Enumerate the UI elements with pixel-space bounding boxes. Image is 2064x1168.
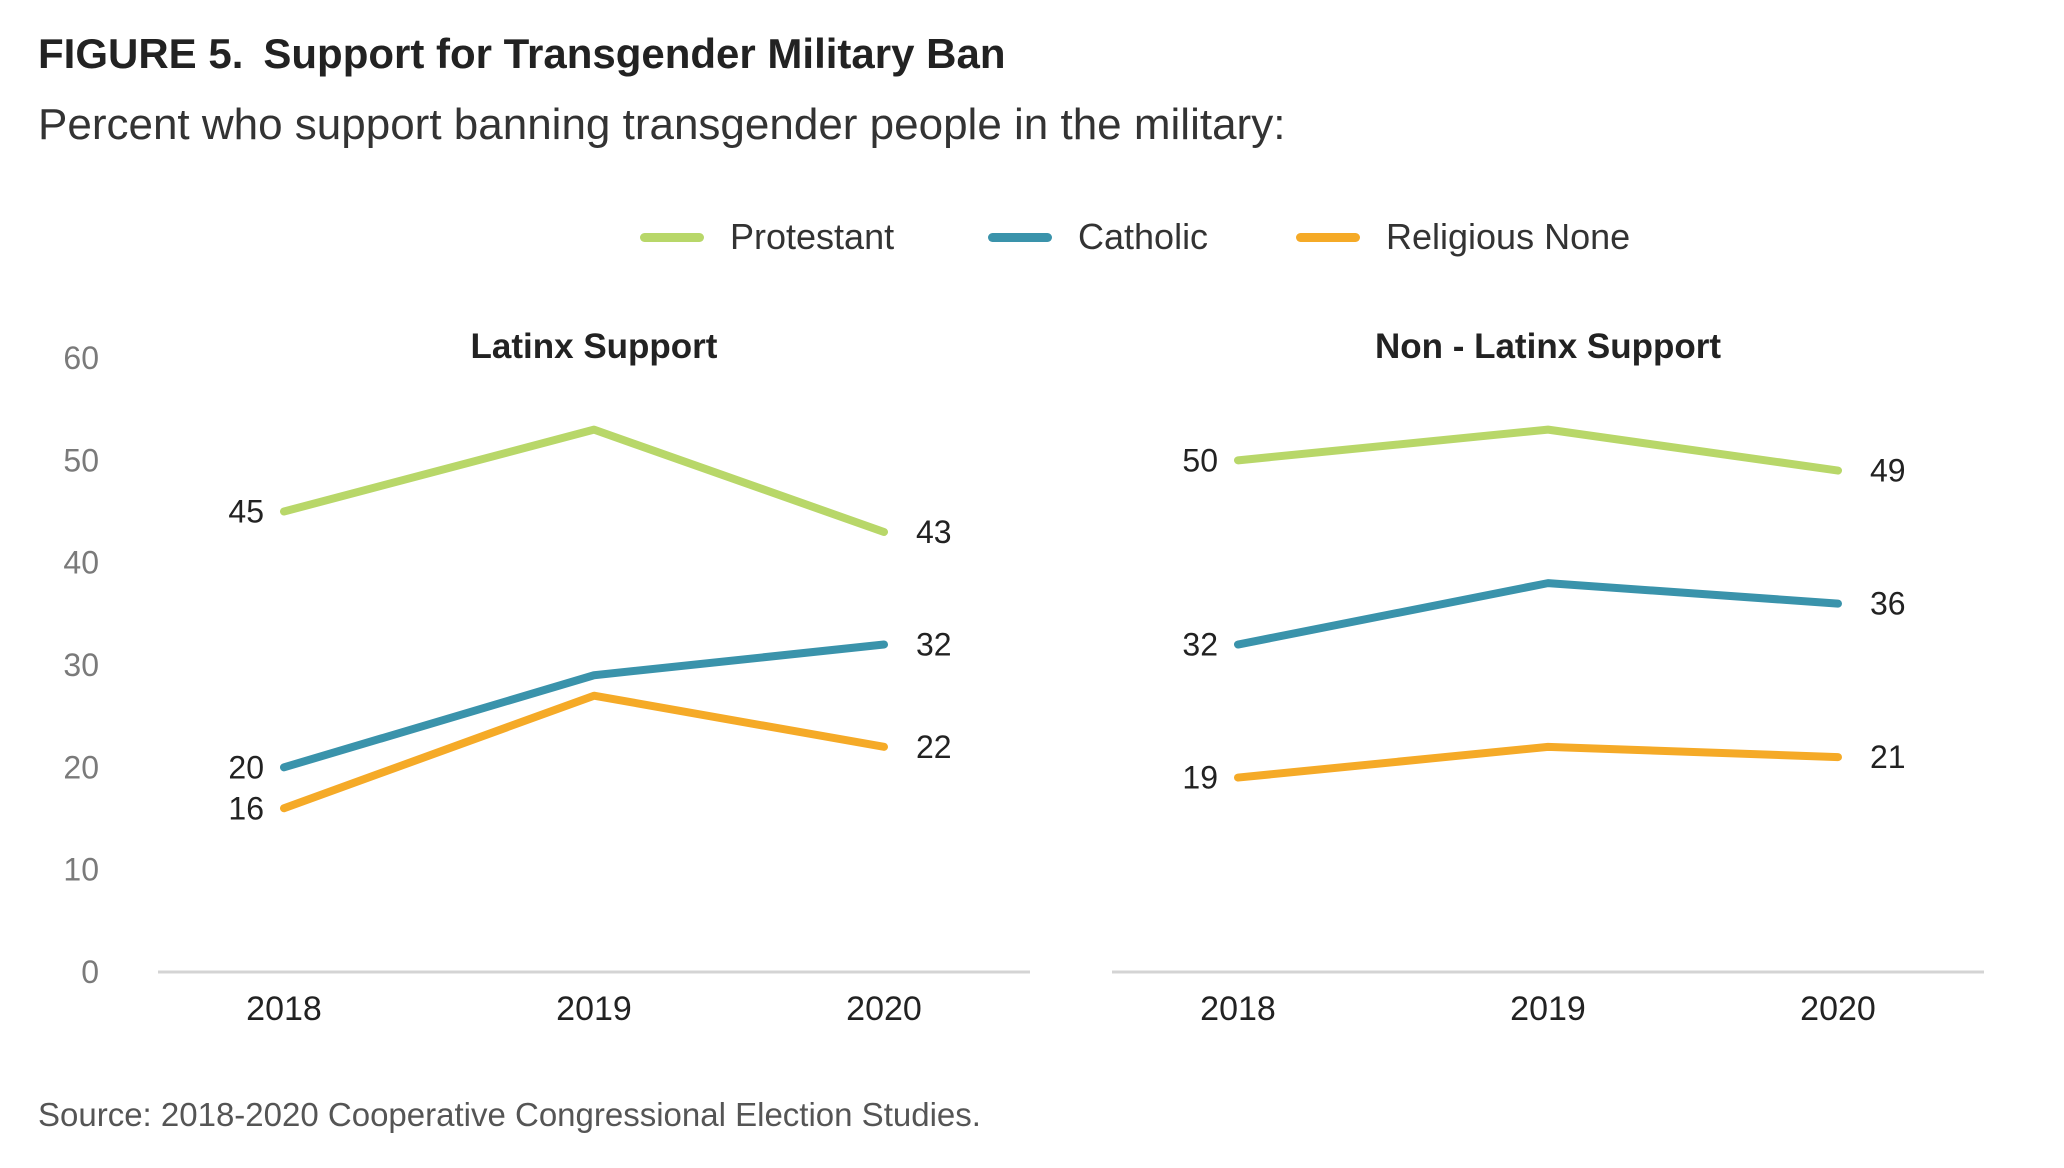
x-tick-label: 2020 [1800,990,1876,1028]
x-tick-label: 2019 [556,990,632,1028]
data-label-religious-none: 19 [1182,760,1218,796]
y-tick-label: 0 [81,954,99,990]
figure-number: FIGURE 5. [38,30,244,77]
series-line-protestant-panel-2 [1234,425,1842,475]
figure-title-text: Support for Transgender Military Ban [263,30,1006,77]
legend-item-catholic: Catholic [988,212,1208,262]
x-tick-label: 2020 [846,990,922,1028]
x-tick-label: 2019 [1510,990,1586,1028]
data-label-protestant: 43 [916,514,952,550]
legend-label-protestant: Protestant [730,216,895,257]
y-tick-label: 60 [63,340,99,376]
legend: Protestant Catholic Religious None [0,212,2064,262]
figure-title: FIGURE 5. Support for Transgender Militar… [38,30,1005,78]
data-label-protestant: 50 [1182,442,1218,478]
data-label-religious-none: 16 [228,790,264,826]
series-line-catholic-panel-1 [280,640,888,772]
legend-swatch-religious-none [1296,232,1360,242]
legend-item-religious-none: Religious None [1296,212,1630,262]
legend-item-protestant: Protestant [640,212,894,262]
y-tick-label: 20 [63,749,99,785]
panel-title-1: Latinx Support [471,327,718,366]
x-tick-label: 2018 [1200,990,1276,1028]
source-note: Source: 2018-2020 Cooperative Congressio… [38,1096,981,1133]
legend-swatch-protestant [640,232,704,242]
y-tick-label: 10 [63,852,99,888]
y-tick-label: 40 [63,545,99,581]
data-label-religious-none: 21 [1870,739,1906,775]
y-tick-label: 50 [63,442,99,478]
legend-label-religious-none: Religious None [1386,216,1631,257]
data-label-protestant: 49 [1870,453,1906,489]
series-line-protestant-panel-1 [280,425,888,536]
legend-swatch-catholic [988,232,1052,242]
data-label-catholic: 32 [916,627,952,663]
y-tick-label: 30 [63,647,99,683]
series-line-catholic-panel-2 [1234,579,1842,649]
data-label-religious-none: 22 [916,729,952,765]
data-label-protestant: 45 [228,494,264,530]
legend-label-catholic: Catholic [1078,216,1209,257]
series-line-religious-none-panel-2 [1234,742,1842,782]
data-label-catholic: 20 [228,749,264,785]
figure-subtitle: Percent who support banning transgender … [38,100,1286,149]
series-line-religious-none-panel-1 [280,691,888,813]
panel-title-2: Non - Latinx Support [1375,327,1721,366]
data-label-catholic: 32 [1182,627,1218,663]
x-tick-label: 2018 [246,990,322,1028]
data-label-catholic: 36 [1870,586,1906,622]
